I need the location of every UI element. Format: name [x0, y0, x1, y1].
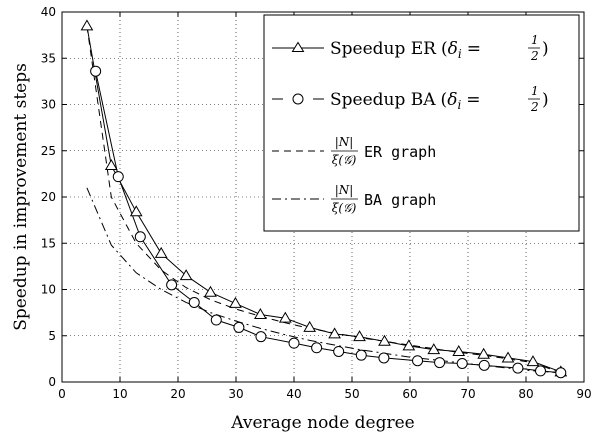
data-point-speedup-ba [311, 342, 323, 354]
data-point-speedup-ba [378, 352, 390, 364]
legend-half-num-ba: 1 [531, 84, 539, 98]
series-layer [80, 19, 568, 379]
y-tick-label: 5 [48, 329, 56, 343]
data-point-speedup-er [129, 205, 143, 217]
legend-label-speedup-ba: Speedup BA (δi = [330, 90, 481, 112]
x-axis-label: Average node degree [230, 413, 414, 433]
data-point-speedup-ba [456, 358, 468, 369]
y-tick-label: 35 [41, 51, 56, 65]
x-tick-label: 50 [344, 387, 359, 401]
legend-half-den-ba: 2 [530, 100, 539, 114]
legend-entry-ratio-ba: |N| ξ(𝒢) BA graph [272, 183, 436, 215]
legend: Speedup ER (δi = 1 2 ) Speedup BA (δi = 1 2 … [263, 14, 580, 232]
data-point-speedup-ba [434, 357, 446, 369]
data-point-speedup-ba [90, 65, 102, 77]
x-tick-label: 90 [576, 387, 591, 401]
y-tick-label: 0 [48, 375, 56, 389]
y-tick-label: 40 [41, 5, 56, 19]
data-point-speedup-er [154, 246, 168, 258]
data-point-speedup-er [229, 296, 242, 308]
legend-label-ratio-ba: BA graph [364, 191, 436, 209]
legend-frac-num-er: |N| [335, 135, 354, 149]
data-point-speedup-er [303, 320, 317, 332]
legend-close-paren-er: ) [542, 39, 549, 59]
legend-entry-speedup-ba: Speedup BA (δi = 1 2 ) [272, 84, 549, 114]
legend-close-paren-ba: ) [542, 90, 549, 110]
data-point-speedup-er [179, 269, 193, 281]
data-point-speedup-ba [535, 365, 546, 377]
data-point-speedup-er [104, 159, 118, 171]
series-line-ratio-er [86, 25, 561, 374]
legend-half-num-er: 1 [531, 33, 539, 47]
data-point-speedup-er [80, 19, 94, 31]
x-tick-label: 0 [58, 387, 66, 401]
x-tick-label: 60 [402, 387, 417, 401]
data-point-speedup-ba [210, 314, 222, 326]
x-tick-label: 20 [170, 387, 185, 401]
y-tick-label: 20 [41, 190, 56, 204]
data-point-speedup-er [328, 327, 341, 339]
data-point-speedup-ba [512, 362, 524, 374]
data-point-speedup-er [452, 344, 466, 356]
y-axis-label: Speedup in improvement steps [11, 63, 31, 331]
x-tick-label: 30 [228, 387, 243, 401]
y-tick-label: 25 [41, 144, 56, 158]
data-point-speedup-er [253, 307, 267, 319]
legend-label-ratio-er: ER graph [364, 143, 436, 161]
legend-half-den-er: 2 [530, 49, 539, 63]
data-point-speedup-er [204, 285, 217, 297]
legend-box [263, 14, 580, 232]
x-tick-label: 80 [518, 387, 533, 401]
legend-entry-speedup-er: Speedup ER (δi = 1 2 ) [272, 33, 549, 63]
ticks: 0 10 20 30 40 50 60 70 80 90 0 5 10 15 20 25 30 35 40 [41, 5, 592, 401]
data-point-speedup-ba [555, 367, 567, 379]
legend-frac-num-ba: |N| [335, 183, 354, 197]
y-tick-label: 10 [41, 283, 56, 297]
x-tick-label: 10 [112, 387, 127, 401]
data-point-speedup-ba [233, 321, 245, 333]
legend-marker-circle [292, 93, 304, 105]
data-point-speedup-ba [478, 359, 490, 371]
data-point-speedup-er [501, 351, 515, 363]
data-point-speedup-er [427, 343, 441, 355]
data-point-speedup-ba [355, 349, 367, 361]
x-tick-label: 40 [286, 387, 301, 401]
data-point-speedup-ba [166, 279, 178, 291]
legend-marker-triangle [291, 41, 305, 52]
data-point-speedup-ba [333, 345, 345, 357]
data-point-speedup-er [353, 330, 366, 342]
y-tick-label: 30 [41, 98, 56, 112]
data-point-speedup-er [477, 347, 491, 359]
x-tick-label: 70 [460, 387, 475, 401]
y-tick-label: 15 [41, 236, 56, 250]
data-point-speedup-ba [112, 171, 124, 183]
data-point-speedup-ba [288, 337, 300, 349]
legend-label-speedup-er: Speedup ER (δi = [330, 39, 481, 61]
legend-frac-den-ba: ξ(𝒢) [332, 201, 357, 215]
data-point-speedup-ba [255, 331, 267, 343]
data-point-speedup-ba [134, 231, 146, 243]
legend-frac-den-er: ξ(𝒢) [332, 153, 357, 167]
legend-entry-ratio-er: |N| ξ(𝒢) ER graph [272, 135, 436, 167]
data-point-speedup-er [278, 311, 292, 323]
data-point-speedup-er [402, 339, 416, 351]
data-point-speedup-er [378, 334, 391, 346]
data-point-speedup-ba [188, 296, 200, 308]
data-point-speedup-ba [412, 355, 424, 367]
data-point-speedup-er [526, 355, 540, 367]
